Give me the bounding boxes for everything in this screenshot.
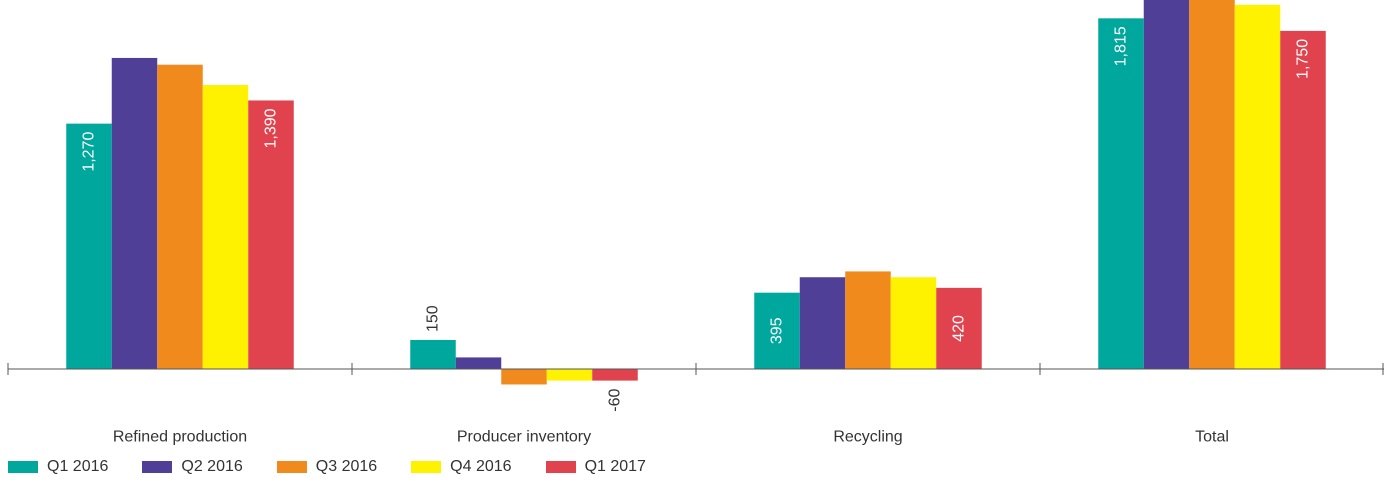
bar-q3-2016-total — [1189, 0, 1235, 369]
data-label-q1-2017-total: 1,750 — [1295, 39, 1312, 79]
legend-swatch-q1-2017 — [545, 461, 576, 473]
legend-swatch-q2-2016 — [142, 461, 173, 473]
bar-q1-2017-recycling — [936, 287, 982, 369]
bar-q1-2017-producer-inventory — [592, 369, 638, 381]
legend-item-q2-2016: Q2 2016 — [142, 455, 243, 479]
category-label-producer-inventory: Producer inventory — [457, 429, 591, 446]
legend-swatch-q1-2016 — [8, 461, 38, 473]
legend-label-q2-2016: Q2 2016 — [181, 458, 243, 475]
category-label-refined-production: Refined production — [113, 429, 247, 446]
bar-q2-2016-recycling — [799, 277, 846, 369]
category-label-total: Total — [1195, 429, 1229, 446]
legend-label-q1-2017: Q1 2017 — [584, 458, 646, 475]
bar-q2-2016-total — [1143, 0, 1190, 370]
bar-q1-2016-recycling — [754, 292, 800, 369]
data-labels-layer: 1,270 1,390 150 -60 395 420 1,815 1,750 — [81, 26, 1312, 411]
bars-layer — [66, 0, 1326, 385]
legend-label-q3-2016: Q3 2016 — [315, 458, 378, 475]
category-labels-layer: Refined production Producer inventory Recy… — [113, 429, 1229, 446]
bar-q2-2016-producer-inventory — [455, 357, 502, 369]
bar-q4-2016-total — [1234, 4, 1281, 369]
category-label-recycling: Recycling — [833, 429, 902, 446]
data-label-q1-2016-total: 1,815 — [1113, 26, 1130, 66]
bar-q3-2016-recycling — [845, 271, 891, 369]
bar-q3-2016-producer-inventory — [501, 369, 547, 385]
legend-swatch-q3-2016 — [276, 461, 307, 473]
legend: Q1 2016 Q2 2016 Q3 2016 Q4 2016 Q1 2017 — [8, 455, 680, 479]
data-label-q1-2016-recycling: 395 — [769, 317, 786, 344]
bar-q2-2016-refined-production — [111, 57, 158, 369]
legend-item-q4-2016: Q4 2016 — [411, 455, 512, 479]
bar-q1-2016-refined-production — [66, 123, 112, 369]
legend-label-q1-2016: Q1 2016 — [47, 458, 109, 475]
legend-item-q3-2016: Q3 2016 — [276, 455, 378, 479]
bar-q1-2017-total — [1280, 30, 1326, 370]
x-axis — [7, 363, 1384, 375]
bar-q1-2016-producer-inventory — [410, 340, 456, 369]
bar-q3-2016-refined-production — [157, 64, 203, 370]
bar-q1-2016-total — [1098, 18, 1144, 370]
bar-q4-2016-recycling — [890, 277, 937, 369]
legend-label-q4-2016: Q4 2016 — [450, 458, 512, 475]
data-label-q1-2017-producer-inventory: -60 — [607, 388, 624, 411]
data-label-q1-2017-recycling: 420 — [951, 315, 968, 342]
legend-item-q1-2017: Q1 2017 — [545, 455, 646, 479]
data-label-q1-2016-producer-inventory: 150 — [425, 305, 442, 332]
bar-q4-2016-refined-production — [202, 85, 249, 369]
legend-swatch-q4-2016 — [411, 461, 442, 473]
bar-q1-2017-refined-production — [248, 100, 294, 369]
bar-q4-2016-producer-inventory — [546, 369, 593, 381]
data-label-q1-2016-refined-production: 1,270 — [81, 132, 98, 172]
legend-item-q1-2016: Q1 2016 — [8, 455, 108, 479]
data-label-q1-2017-refined-production: 1,390 — [263, 108, 280, 148]
